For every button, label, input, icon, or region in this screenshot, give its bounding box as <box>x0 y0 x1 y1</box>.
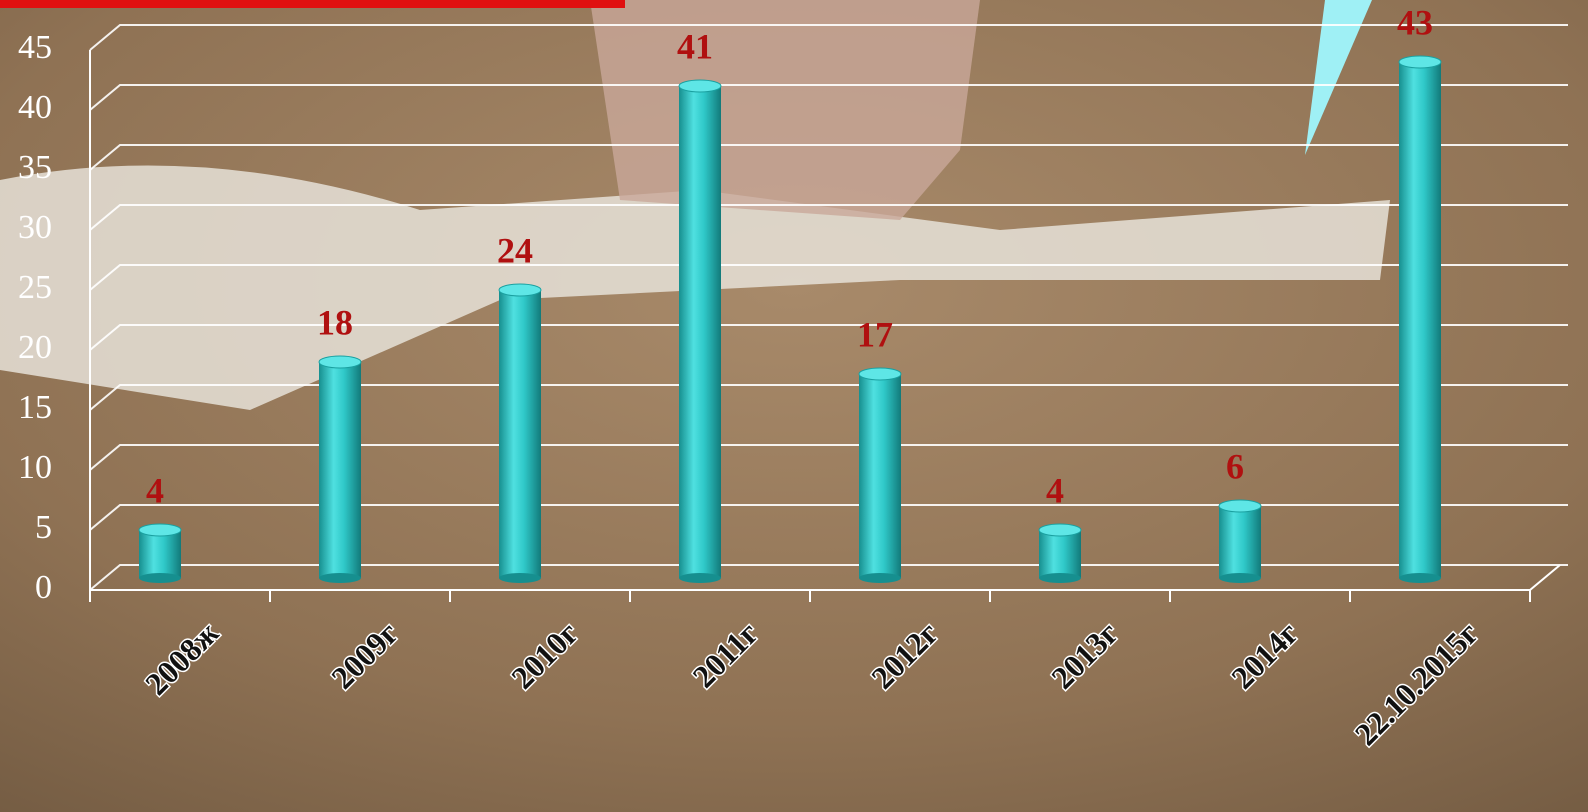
bar-top <box>1399 56 1441 68</box>
bar-top <box>1039 524 1081 536</box>
page: {"chart_data":{"type":"bar","categories"… <box>0 0 1588 812</box>
y-tick-label: 35 <box>18 149 52 186</box>
bar-base <box>679 573 721 583</box>
y-tick-label: 10 <box>18 449 52 486</box>
bar <box>1399 62 1441 578</box>
bar <box>1039 530 1081 578</box>
bar <box>679 86 721 578</box>
bar-base <box>859 573 901 583</box>
chart: 0510152025303540452008ж42009г182010г2420… <box>0 0 1588 812</box>
value-label: 4 <box>146 470 164 510</box>
bar-top <box>1219 500 1261 512</box>
y-tick-label: 45 <box>18 29 52 66</box>
fish-pile <box>590 0 980 220</box>
value-label: 17 <box>857 314 893 354</box>
y-tick-label: 0 <box>35 569 52 606</box>
bar-top <box>679 80 721 92</box>
value-label: 6 <box>1226 446 1244 486</box>
value-label: 24 <box>497 230 533 270</box>
bar-base <box>139 573 181 583</box>
bar <box>1219 506 1261 578</box>
bar <box>319 362 361 578</box>
y-tick-label: 5 <box>35 509 52 546</box>
y-tick-label: 15 <box>18 389 52 426</box>
bar-top <box>139 524 181 536</box>
bar-top <box>319 356 361 368</box>
bar <box>859 374 901 578</box>
y-tick-label: 30 <box>18 209 52 246</box>
bar-base <box>1219 573 1261 583</box>
y-tick-label: 40 <box>18 89 52 126</box>
bar-base <box>1039 573 1081 583</box>
bar-top <box>499 284 541 296</box>
bar-base <box>319 573 361 583</box>
header-bar <box>0 0 625 8</box>
value-label: 18 <box>317 302 353 342</box>
value-label: 41 <box>677 26 713 66</box>
bar-base <box>499 573 541 583</box>
y-tick-label: 25 <box>18 269 52 306</box>
bar-base <box>1399 573 1441 583</box>
bar <box>499 290 541 578</box>
value-label: 43 <box>1397 2 1433 42</box>
value-label: 4 <box>1046 470 1064 510</box>
bar <box>139 530 181 578</box>
y-tick-label: 20 <box>18 329 52 366</box>
bar-top <box>859 368 901 380</box>
